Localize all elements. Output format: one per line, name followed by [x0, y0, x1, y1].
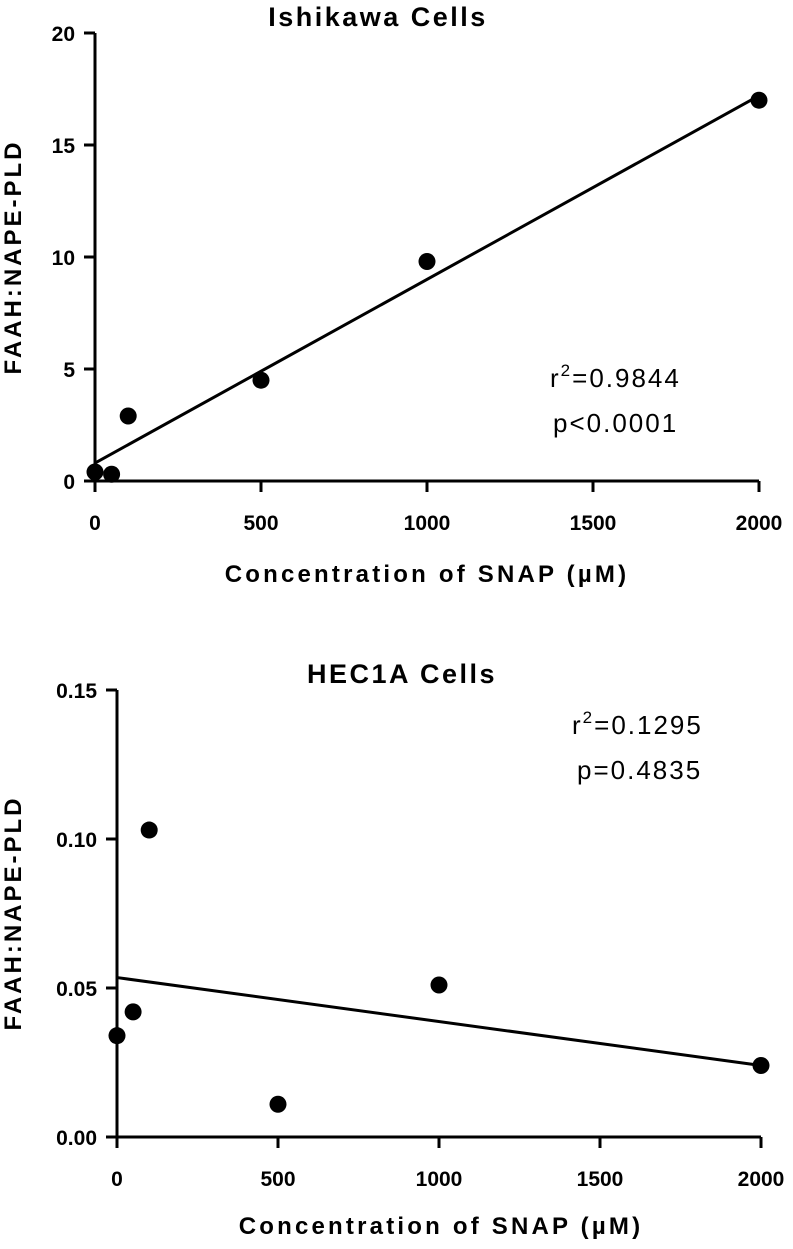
- r-squared-prefix: r: [550, 363, 561, 393]
- data-point: [252, 371, 270, 389]
- y-tick-label: 0: [63, 471, 75, 494]
- y-axis-label: FAAH:NAPE-PLD: [0, 796, 27, 1031]
- axis-ticks: [106, 688, 763, 1148]
- data-point: [124, 1003, 142, 1021]
- data-point: [119, 407, 137, 425]
- y-tick-label: 20: [52, 23, 75, 46]
- x-tick-label: 1500: [577, 1168, 624, 1191]
- plot-marks: [86, 91, 768, 483]
- x-tick-label: 2000: [738, 1168, 785, 1191]
- y-tick-label: 0.05: [56, 978, 97, 1001]
- data-point: [140, 821, 158, 839]
- chart-hec1a: HEC1A Cells 0 500 1000 1500 2000 0.00 0.05 0.10…: [0, 659, 784, 1240]
- x-tick-label: 1500: [570, 512, 617, 535]
- data-point: [269, 1095, 287, 1113]
- r-squared-value: =0.9844: [572, 363, 681, 393]
- plot-marks: [108, 821, 770, 1113]
- axis-tick-labels: 0 500 1000 1500 2000 0.00 0.05 0.10 0.15: [56, 680, 784, 1191]
- r-squared-exponent: 2: [561, 361, 572, 380]
- y-axis-label: FAAH:NAPE-PLD: [0, 140, 27, 375]
- data-point: [430, 976, 448, 994]
- p-value-annotation: p=0.4835: [577, 755, 702, 785]
- y-tick-label: 5: [63, 359, 75, 382]
- axis-tick-labels: 0 500 1000 1500 2000 0 5 10 15 20: [52, 23, 783, 535]
- data-point: [752, 1056, 770, 1074]
- x-tick-label: 1000: [416, 1168, 463, 1191]
- x-tick-label: 0: [111, 1168, 123, 1191]
- p-value-annotation: p<0.0001: [553, 408, 678, 438]
- y-tick-label: 0.15: [56, 680, 97, 703]
- r-squared-value: =0.1295: [594, 710, 703, 740]
- x-tick-label: 2000: [736, 512, 783, 535]
- r-squared-annotation: r2=0.1295: [572, 708, 703, 740]
- chart-title: HEC1A Cells: [307, 659, 497, 689]
- x-axis-label: Concentration of SNAP (µM): [225, 561, 630, 588]
- data-point: [86, 463, 104, 481]
- chart-ishikawa: Ishikawa Cells 0 500 1000 1500 2000 0 5 10 15 20 …: [0, 2, 782, 588]
- r-squared-prefix: r: [572, 710, 583, 740]
- x-axis-label: Concentration of SNAP (µM): [239, 1213, 644, 1240]
- x-tick-label: 0: [89, 512, 101, 535]
- regression-line: [116, 976, 762, 1067]
- data-point: [103, 465, 121, 483]
- y-tick-label: 0.10: [56, 829, 97, 852]
- data-point: [108, 1027, 126, 1045]
- data-point: [418, 252, 436, 270]
- x-tick-label: 1000: [404, 512, 451, 535]
- regression-line: [94, 94, 760, 465]
- chart-title: Ishikawa Cells: [268, 2, 488, 32]
- r-squared-exponent: 2: [583, 708, 594, 727]
- y-tick-label: 0.00: [56, 1127, 97, 1150]
- x-tick-label: 500: [260, 1168, 295, 1191]
- x-tick-label: 500: [243, 512, 278, 535]
- r-squared-annotation: r2=0.9844: [550, 361, 681, 393]
- y-tick-label: 15: [52, 135, 76, 158]
- data-point: [750, 91, 768, 109]
- axis-ticks: [84, 31, 761, 492]
- y-tick-label: 10: [52, 247, 75, 270]
